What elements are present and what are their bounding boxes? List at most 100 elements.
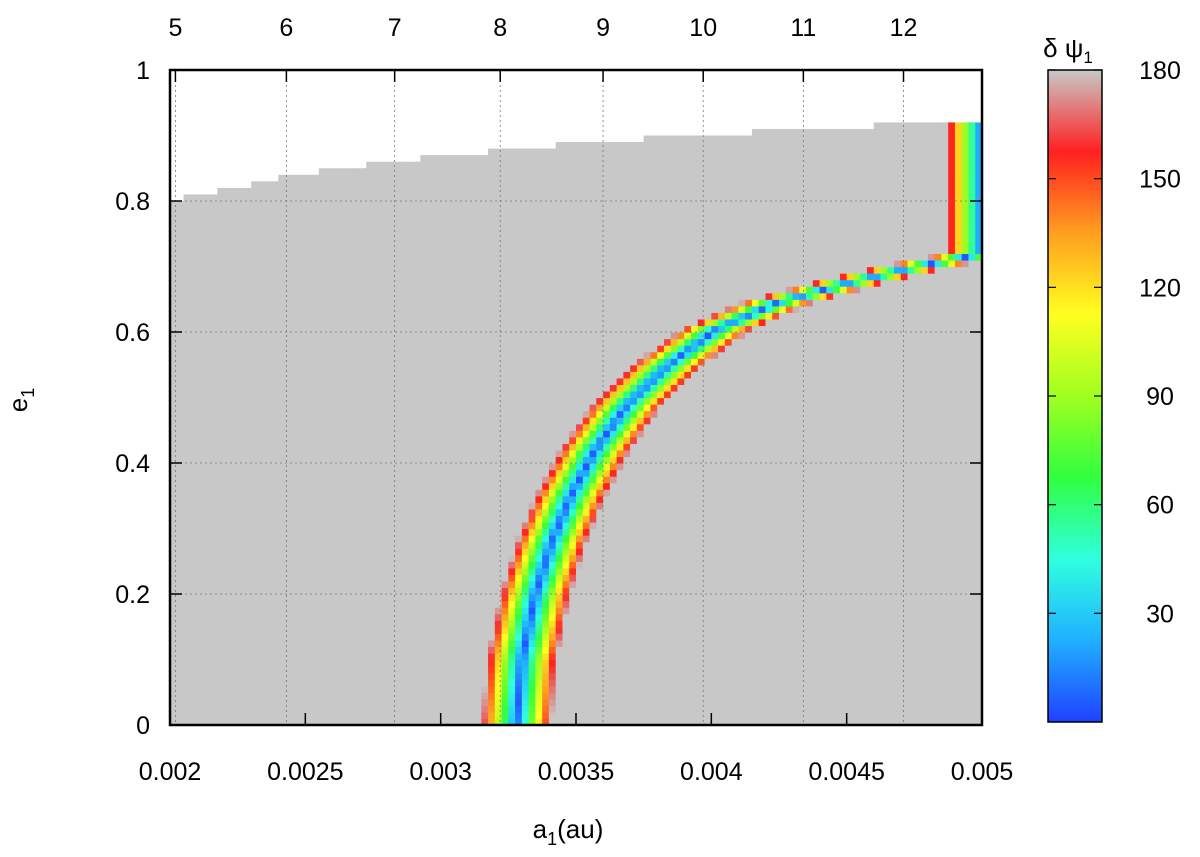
heatmap-cell — [880, 574, 888, 582]
heatmap-cell — [379, 482, 388, 490]
heatmap-cell — [941, 495, 949, 503]
heatmap-cell — [352, 646, 361, 654]
heatmap-cell — [921, 711, 929, 720]
heatmap-cell — [548, 521, 557, 530]
heatmap-cell — [616, 685, 624, 693]
heatmap-cell — [440, 626, 449, 634]
heatmap-cell — [968, 482, 976, 490]
heatmap-cell — [948, 463, 956, 471]
heatmap-cell — [285, 541, 293, 549]
heatmap-cell — [833, 580, 841, 589]
heatmap-cell — [812, 548, 821, 556]
heatmap-cell — [846, 469, 855, 477]
heatmap-cell — [948, 456, 956, 464]
heatmap-cell — [934, 607, 942, 615]
heatmap-cell — [758, 508, 767, 516]
heatmap-cell — [975, 482, 983, 490]
heatmap-cell — [264, 535, 273, 543]
heatmap-cell — [460, 587, 469, 595]
heatmap-cell — [569, 626, 577, 634]
heatmap-cell — [379, 718, 388, 726]
heatmap-cell — [562, 652, 570, 661]
heatmap-cell — [224, 528, 232, 536]
heatmap-cell — [779, 646, 787, 654]
heatmap-cell — [616, 561, 624, 569]
heatmap-cell — [826, 502, 834, 510]
heatmap-cell — [379, 639, 388, 647]
heatmap-cell — [548, 652, 557, 661]
heatmap-cell — [603, 535, 611, 543]
heatmap-cell — [623, 508, 631, 516]
heatmap-cell — [170, 561, 178, 569]
heatmap-cell — [873, 489, 882, 497]
heatmap-cell — [413, 587, 421, 595]
heatmap-cell — [447, 515, 455, 523]
heatmap-cell — [758, 711, 767, 720]
heatmap-cell — [907, 666, 915, 674]
heatmap-cell — [332, 515, 340, 523]
heatmap-cell — [779, 607, 787, 615]
heatmap-cell — [379, 554, 388, 562]
heatmap-cell — [589, 561, 597, 569]
heatmap-cell — [515, 659, 523, 667]
heatmap-cell — [921, 652, 929, 661]
heatmap-cell — [393, 646, 401, 654]
heatmap-cell — [373, 698, 381, 706]
heatmap-cell — [657, 548, 665, 556]
heatmap-cell — [345, 652, 354, 661]
heatmap-cell — [704, 633, 712, 641]
heatmap-cell — [839, 620, 848, 628]
heatmap-cell — [751, 567, 760, 575]
heatmap-cell — [866, 561, 875, 569]
heatmap-cell — [230, 718, 239, 726]
heatmap-cell — [454, 535, 462, 543]
heatmap-cell — [961, 574, 970, 582]
heatmap-cell — [535, 672, 543, 680]
heatmap-cell — [298, 711, 306, 720]
heatmap-cell — [718, 489, 726, 497]
heatmap-cell — [806, 548, 814, 556]
heatmap-cell — [738, 541, 746, 549]
heatmap-cell — [467, 495, 476, 503]
heatmap-cell — [251, 600, 259, 608]
heatmap-cell — [406, 594, 415, 602]
heatmap-cell — [542, 449, 550, 458]
heatmap-cell — [711, 639, 719, 647]
heatmap-cell — [839, 600, 848, 608]
heatmap-cell — [285, 646, 293, 654]
heatmap-cell — [271, 476, 279, 484]
heatmap-cell — [555, 482, 564, 490]
heatmap-cell — [819, 639, 827, 647]
heatmap-cell — [677, 528, 685, 536]
heatmap-cell — [488, 476, 496, 484]
heatmap-cell — [636, 666, 645, 674]
heatmap-cell — [900, 561, 909, 569]
heatmap-cell — [684, 620, 692, 628]
heatmap-cell — [420, 607, 428, 615]
heatmap-cell — [481, 659, 489, 667]
heatmap-cell — [345, 659, 354, 667]
heatmap-cell — [603, 580, 611, 589]
heatmap-cell — [636, 548, 645, 556]
heatmap-cell — [548, 495, 557, 503]
heatmap-cell — [785, 600, 794, 608]
heatmap-cell — [291, 515, 300, 523]
heatmap-cell — [352, 502, 361, 510]
heatmap-cell — [968, 646, 976, 654]
heatmap-cell — [894, 515, 902, 523]
heatmap-cell — [406, 587, 415, 595]
heatmap-cell — [298, 692, 306, 700]
heatmap-cell — [454, 639, 462, 647]
heatmap-cell — [190, 705, 198, 713]
heatmap-cell — [501, 476, 509, 484]
heatmap-cell — [352, 521, 361, 530]
heatmap-cell — [359, 692, 367, 700]
heatmap-cell — [217, 541, 225, 549]
heatmap-cell — [264, 718, 273, 726]
heatmap-cell — [691, 659, 699, 667]
heatmap-cell — [494, 646, 503, 654]
heatmap-cell — [914, 652, 922, 661]
heatmap-cell — [427, 541, 435, 549]
heatmap-cell — [501, 574, 509, 582]
heatmap-cell — [535, 548, 543, 556]
